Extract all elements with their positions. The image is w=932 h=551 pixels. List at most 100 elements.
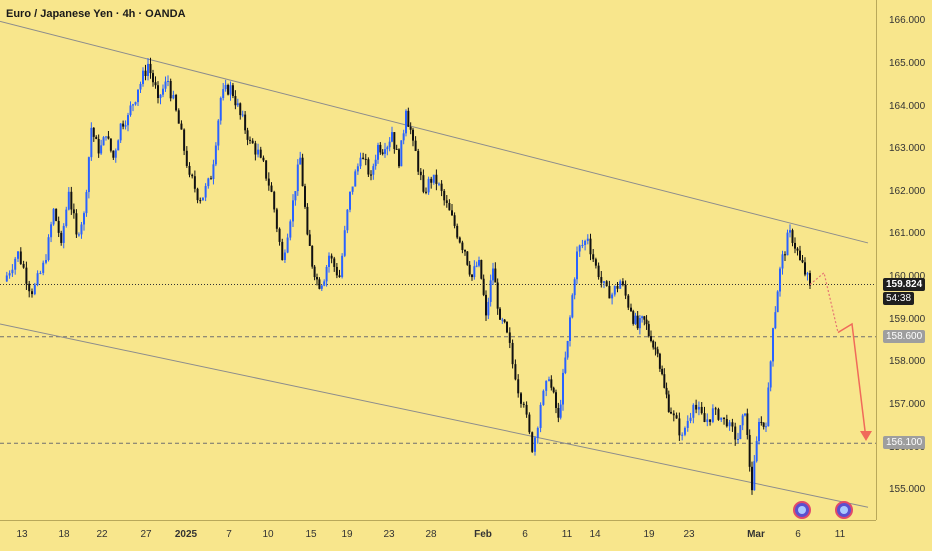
candle-body <box>132 104 134 106</box>
candle-body <box>57 220 60 233</box>
candle-body <box>33 284 36 295</box>
candle-body <box>517 379 520 394</box>
candle-body <box>193 176 196 189</box>
candle-body <box>432 174 435 183</box>
candle-body <box>241 114 244 116</box>
candle-body <box>42 262 45 273</box>
candle-body <box>292 200 294 222</box>
candle-body <box>453 215 456 226</box>
candle-body <box>717 409 720 420</box>
candle-body <box>11 269 14 274</box>
candle-body <box>112 150 115 158</box>
candle-body <box>737 439 739 441</box>
candle-body <box>675 415 678 419</box>
candle-body <box>545 380 548 391</box>
projection-path <box>809 271 872 442</box>
candle-body <box>487 301 490 316</box>
candle-body <box>539 404 542 428</box>
time-axis[interactable]: 13 18 22 27 2025 7 10 15 19 23 28 Feb 6 11 14 19 23 Mar 6 1… <box>0 520 876 551</box>
candle-body <box>214 145 217 165</box>
candle-body <box>379 144 382 153</box>
candle-body <box>667 394 670 412</box>
candle-body <box>619 281 622 289</box>
price-series <box>5 57 811 495</box>
candle-body <box>95 136 98 140</box>
candle-body <box>592 254 595 260</box>
price-tick: 160.000 <box>889 271 926 283</box>
candle-body <box>412 129 414 141</box>
candle-body <box>440 183 443 191</box>
candle-body <box>746 413 749 435</box>
candle-body <box>422 175 425 192</box>
candle-body <box>597 265 600 278</box>
candle-body <box>316 277 318 280</box>
candle-body <box>124 125 127 127</box>
candle-body <box>212 164 215 180</box>
candle-body <box>328 255 330 267</box>
event-marker-icon[interactable] <box>835 501 853 519</box>
candle-body <box>520 393 522 404</box>
price-axis[interactable]: 155.000156.000157.000158.000159.000160.0… <box>876 0 932 520</box>
candle-body <box>162 88 164 95</box>
candle-body <box>296 164 299 192</box>
candle-body <box>372 166 375 175</box>
projection-solid <box>837 322 867 440</box>
candle-body <box>774 312 777 329</box>
candle-body <box>650 336 652 341</box>
candle-body <box>105 136 107 138</box>
candle-body <box>139 84 142 90</box>
projection-arrowhead <box>860 431 872 442</box>
level-price-label: 158.600 <box>883 329 926 343</box>
price-tick: 161.000 <box>889 228 926 240</box>
candle-body <box>794 242 796 249</box>
candle-body <box>341 255 344 278</box>
level-price-label: 156.100 <box>883 436 926 450</box>
price-tick: 163.000 <box>889 143 926 155</box>
time-tick: 15 <box>305 529 317 540</box>
candle-body <box>734 426 737 440</box>
candle-body <box>14 258 17 270</box>
candle-body <box>636 315 639 329</box>
candle-body <box>5 275 8 282</box>
candle-body <box>127 115 129 126</box>
candle-body <box>769 361 772 388</box>
event-marker-icon[interactable] <box>793 501 811 519</box>
time-tick: 11 <box>561 529 573 540</box>
candle-body <box>267 178 270 186</box>
candle-body <box>482 278 485 295</box>
candle-body <box>672 413 675 416</box>
candle-body <box>789 230 791 233</box>
event-markers <box>793 501 853 519</box>
candle-body <box>92 127 95 137</box>
candle-body <box>525 404 528 415</box>
trend-channel <box>0 20 869 508</box>
time-tick: 14 <box>589 529 601 540</box>
candle-body <box>731 422 734 427</box>
candle-body <box>443 190 446 201</box>
candle-body <box>665 387 668 395</box>
candle-body <box>683 427 686 435</box>
candle-body <box>164 81 167 89</box>
candle-body <box>157 85 159 99</box>
candle-body <box>478 260 480 266</box>
candle-body <box>333 258 336 267</box>
candle-body <box>167 80 169 82</box>
candle-body <box>249 139 251 141</box>
candle-body <box>611 294 614 299</box>
candle-body <box>681 434 684 436</box>
candle-body <box>494 268 497 283</box>
candle-body <box>313 266 316 278</box>
candle-body <box>262 157 265 161</box>
candle-body <box>624 284 627 296</box>
candle-body <box>259 149 262 158</box>
candle-body <box>630 307 632 312</box>
candle-body <box>762 422 765 427</box>
candle-body <box>386 147 389 150</box>
candle-body <box>45 260 47 263</box>
price-chart-plot[interactable] <box>0 0 876 520</box>
candle-body <box>325 266 328 282</box>
candle-body <box>714 408 717 410</box>
candle-body <box>265 160 268 179</box>
candle-body <box>299 157 302 165</box>
candle-body <box>728 422 731 427</box>
